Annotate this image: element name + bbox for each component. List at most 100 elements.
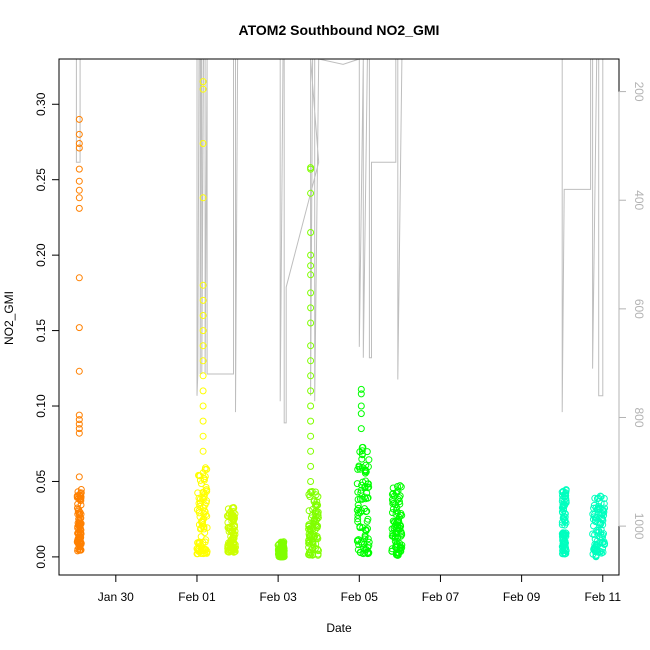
series-group	[193, 78, 211, 558]
right-tick-label: 400	[632, 190, 646, 210]
data-point	[75, 429, 83, 437]
y-axis-label: NO2_GMI	[2, 291, 16, 345]
data-point	[307, 342, 315, 350]
series-group	[73, 115, 85, 555]
data-point	[75, 473, 83, 481]
data-point	[354, 511, 362, 519]
data-point	[202, 464, 209, 472]
data-point	[199, 447, 207, 455]
data-points-layer	[73, 78, 609, 561]
pressure-trace-layer	[75, 58, 604, 424]
data-point	[307, 319, 315, 327]
data-point	[75, 186, 83, 194]
data-point	[307, 229, 315, 236]
data-point	[354, 496, 362, 503]
data-point	[362, 526, 369, 534]
data-point	[75, 324, 83, 332]
data-point	[593, 547, 601, 554]
y-tick-label: 0.25	[34, 168, 48, 192]
data-point	[365, 542, 373, 550]
data-point	[199, 296, 207, 304]
data-point	[396, 545, 404, 553]
y-tick-label: 0.30	[34, 92, 48, 116]
data-point	[225, 548, 233, 556]
data-point	[357, 385, 365, 393]
data-point	[395, 549, 403, 557]
x-tick-label: Feb 07	[422, 590, 460, 604]
data-point	[306, 493, 314, 500]
data-point	[314, 508, 322, 516]
data-point	[77, 486, 85, 493]
series-group	[274, 538, 288, 561]
data-point	[311, 544, 319, 552]
data-point	[74, 510, 82, 518]
chart-title: ATOM2 Southbound NO2_GMI	[239, 22, 440, 38]
data-point	[199, 488, 207, 496]
y-tick-label: 0.00	[34, 545, 48, 569]
data-point	[596, 504, 604, 512]
data-point	[397, 532, 405, 540]
data-point	[358, 444, 366, 451]
data-point	[305, 525, 313, 533]
data-point	[199, 372, 207, 380]
data-point	[199, 417, 207, 425]
y-tick-label: 0.05	[34, 469, 48, 493]
x-tick-label: Feb 05	[341, 590, 379, 604]
data-point	[199, 312, 207, 319]
data-point	[201, 545, 209, 553]
data-point	[75, 520, 83, 528]
data-point	[394, 533, 402, 541]
y-tick-label: 0.20	[34, 243, 48, 267]
data-point	[357, 486, 365, 494]
data-point	[561, 501, 569, 509]
data-point	[396, 500, 404, 508]
data-point	[305, 551, 313, 559]
data-point	[278, 541, 286, 549]
right-tick-label: 600	[632, 299, 646, 319]
data-point	[199, 78, 207, 86]
data-point	[600, 508, 608, 516]
data-point	[597, 493, 605, 501]
series-group	[388, 482, 406, 559]
data-point	[597, 548, 605, 556]
data-point	[76, 490, 84, 498]
data-point	[310, 519, 318, 527]
right-tick-label: 1000	[632, 513, 646, 540]
data-point	[199, 432, 207, 440]
data-point	[355, 536, 362, 544]
data-point	[199, 387, 207, 395]
data-point	[314, 535, 322, 543]
data-point	[199, 327, 207, 335]
data-point	[75, 274, 83, 282]
data-point	[396, 511, 404, 519]
data-point	[357, 402, 365, 410]
data-point	[392, 544, 400, 552]
data-point	[357, 390, 365, 398]
data-point	[307, 289, 315, 297]
data-point	[307, 402, 315, 410]
data-point	[361, 469, 369, 477]
data-point	[76, 508, 84, 516]
data-point	[228, 527, 236, 535]
data-point	[314, 501, 322, 509]
data-point	[75, 416, 83, 424]
data-point	[307, 164, 315, 172]
data-point	[354, 536, 361, 544]
x-tick-label: Feb 01	[178, 590, 216, 604]
data-point	[200, 493, 208, 501]
series-group	[589, 492, 609, 561]
data-point	[307, 189, 315, 197]
data-point	[77, 497, 85, 505]
data-point	[362, 527, 370, 535]
data-point	[600, 511, 608, 519]
data-point	[200, 475, 208, 483]
data-point	[361, 493, 368, 501]
data-point	[196, 495, 204, 503]
data-point	[75, 130, 83, 138]
data-point	[307, 262, 315, 270]
data-point	[389, 484, 397, 492]
plot-frame	[58, 58, 620, 576]
data-point	[309, 541, 317, 548]
data-point	[75, 420, 83, 428]
data-point	[597, 519, 604, 527]
